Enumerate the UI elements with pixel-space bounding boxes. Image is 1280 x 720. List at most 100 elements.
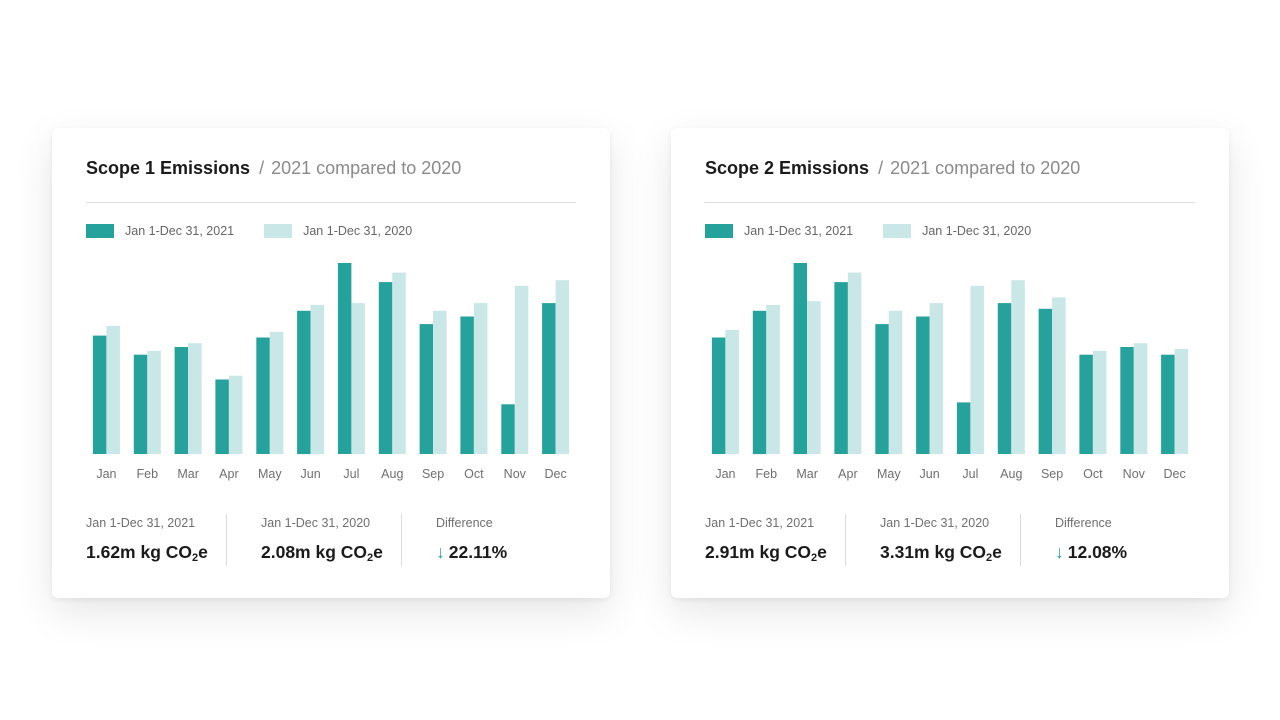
- bar-2020-sep: [1052, 297, 1066, 454]
- stat-current-value: 2.91m kg CO2e: [705, 542, 827, 564]
- bar-2021-mar: [174, 347, 189, 454]
- stat-difference-value: ↓ 22.11%: [436, 542, 508, 562]
- arrow-down-icon: ↓: [1055, 542, 1064, 562]
- bar-2021-feb: [133, 354, 148, 454]
- bar-2021-jun: [297, 310, 311, 455]
- bar-2021-aug: [997, 303, 1012, 454]
- chart-legend: Jan 1-Dec 31, 2021 Jan 1-Dec 31, 2020: [705, 224, 1061, 238]
- card-title: Scope 1 Emissions: [86, 158, 251, 178]
- legend-swatch-2020: [883, 224, 912, 238]
- x-tick-feb: Feb: [756, 467, 778, 481]
- bar-2021-sep: [419, 324, 434, 454]
- title-separator: /: [878, 158, 884, 178]
- stat-current: Jan 1-Dec 31, 2021 2.91m kg CO2e: [705, 514, 845, 566]
- x-tick-mar: Mar: [177, 467, 199, 481]
- card-subtitle: 2021 compared to 2020: [890, 158, 1081, 178]
- stat-previous-value: 3.31m kg CO2e: [880, 542, 1002, 564]
- stat-current-label: Jan 1-Dec 31, 2021: [705, 516, 815, 530]
- bar-2020-nov: [1133, 343, 1148, 454]
- stat-previous-label: Jan 1-Dec 31, 2020: [880, 516, 990, 530]
- card-subtitle: 2021 compared to 2020: [271, 158, 462, 178]
- bar-2021-apr: [834, 282, 848, 454]
- bar-2020-apr: [847, 272, 862, 454]
- stat-difference: Difference ↓ 22.11%: [401, 514, 576, 566]
- x-tick-oct: Oct: [464, 467, 484, 481]
- bar-2020-dec: [1174, 348, 1189, 454]
- stat-difference-label: Difference: [1055, 516, 1112, 530]
- bar-2020-dec: [555, 280, 570, 454]
- bar-2021-dec: [1161, 354, 1175, 454]
- bar-2021-jul: [337, 263, 352, 454]
- arrow-down-icon: ↓: [436, 542, 445, 562]
- x-tick-may: May: [877, 467, 901, 481]
- stat-current-label: Jan 1-Dec 31, 2021: [86, 516, 196, 530]
- stat-difference-label: Difference: [436, 516, 493, 530]
- scope2-card: Scope 2 Emissions / 2021 compared to 202…: [671, 128, 1229, 598]
- stat-current: Jan 1-Dec 31, 2021 1.62m kg CO2e: [86, 514, 226, 566]
- stat-current-value: 1.62m kg CO2e: [86, 542, 208, 564]
- bar-2021-oct: [1079, 354, 1093, 454]
- scope2-bar-chart: Jan Feb Mar Apr May Jun Jul Aug Sep Oct Nov Dec: [711, 263, 1189, 481]
- scope1-bar-chart: Jan Feb Mar Apr May Jun Jul Aug Sep Oct Nov Dec: [92, 263, 570, 481]
- x-tick-jan: Jan: [96, 467, 116, 481]
- card-header: Scope 1 Emissions / 2021 compared to 202…: [86, 158, 576, 203]
- x-tick-dec: Dec: [544, 467, 566, 481]
- legend-item-2020: Jan 1-Dec 31, 2020: [883, 224, 1031, 238]
- stat-previous-value: 2.08m kg CO2e: [261, 542, 383, 564]
- bar-2020-jul: [970, 285, 984, 454]
- stat-previous: Jan 1-Dec 31, 2020 3.31m kg CO2e: [845, 514, 1020, 566]
- bar-2021-aug: [378, 282, 393, 454]
- x-tick-oct: Oct: [1083, 467, 1103, 481]
- bar-2021-mar: [793, 263, 808, 454]
- legend-swatch-2021: [705, 224, 733, 238]
- bar-2021-jan: [92, 335, 107, 454]
- x-tick-apr: Apr: [838, 467, 857, 481]
- bar-2021-dec: [542, 303, 556, 454]
- bar-2020-feb: [766, 305, 780, 454]
- bar-2021-sep: [1038, 308, 1053, 454]
- bar-2020-mar: [807, 301, 821, 454]
- card-header: Scope 2 Emissions / 2021 compared to 202…: [705, 158, 1195, 203]
- summary-stats: Jan 1-Dec 31, 2021 1.62m kg CO2e Jan 1-D…: [86, 514, 576, 566]
- bar-2020-aug: [392, 272, 406, 454]
- x-tick-aug: Aug: [1000, 467, 1022, 481]
- bar-2020-jan: [106, 326, 120, 454]
- chart-legend: Jan 1-Dec 31, 2021 Jan 1-Dec 31, 2020: [86, 224, 442, 238]
- legend-label-2020: Jan 1-Dec 31, 2020: [303, 224, 413, 238]
- bar-2021-feb: [752, 310, 767, 455]
- bar-2021-apr: [215, 379, 229, 454]
- bar-2020-jun: [310, 305, 325, 454]
- bar-2020-jan: [725, 329, 739, 454]
- bar-2021-oct: [460, 316, 474, 454]
- bar-2020-feb: [147, 350, 161, 454]
- x-tick-mar: Mar: [796, 467, 818, 481]
- scope1-card: Scope 1 Emissions / 2021 compared to 202…: [52, 128, 610, 598]
- legend-item-2020: Jan 1-Dec 31, 2020: [264, 224, 412, 238]
- bar-2020-oct: [1092, 350, 1107, 454]
- x-tick-jul: Jul: [343, 467, 359, 481]
- x-tick-sep: Sep: [422, 467, 444, 481]
- bar-2020-may: [888, 310, 903, 455]
- x-tick-jun: Jun: [920, 467, 940, 481]
- bar-2020-mar: [188, 343, 202, 454]
- x-tick-jul: Jul: [962, 467, 978, 481]
- bar-2020-nov: [514, 285, 529, 454]
- legend-label-2021: Jan 1-Dec 31, 2021: [125, 224, 235, 238]
- bar-2020-jul: [351, 303, 365, 454]
- bar-2021-jul: [956, 402, 971, 454]
- x-tick-nov: Nov: [1123, 467, 1146, 481]
- bar-2020-sep: [433, 310, 447, 455]
- x-tick-sep: Sep: [1041, 467, 1063, 481]
- legend-item-2021: Jan 1-Dec 31, 2021: [705, 224, 853, 238]
- bar-2021-jun: [916, 316, 930, 454]
- summary-stats: Jan 1-Dec 31, 2021 2.91m kg CO2e Jan 1-D…: [705, 514, 1195, 566]
- x-tick-dec: Dec: [1163, 467, 1185, 481]
- stat-previous-label: Jan 1-Dec 31, 2020: [261, 516, 371, 530]
- bar-2020-aug: [1011, 280, 1025, 454]
- bar-2021-nov: [501, 404, 515, 454]
- card-title: Scope 2 Emissions: [705, 158, 870, 178]
- bar-2021-may: [875, 324, 889, 454]
- x-tick-nov: Nov: [504, 467, 527, 481]
- x-tick-apr: Apr: [219, 467, 238, 481]
- bar-2020-apr: [228, 375, 243, 454]
